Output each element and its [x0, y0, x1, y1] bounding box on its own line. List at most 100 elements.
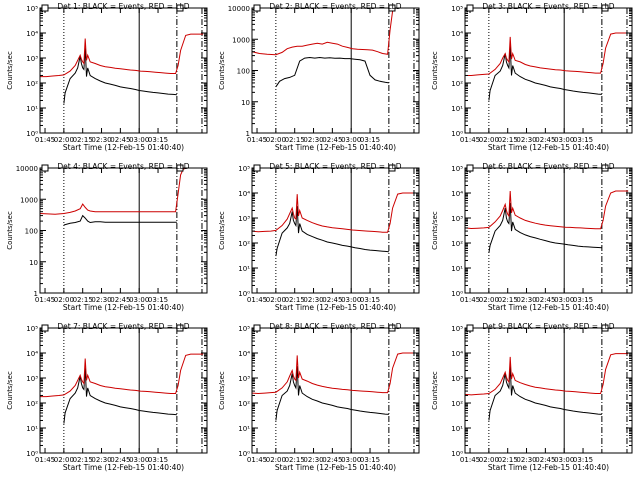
corner-marker-box [601, 164, 609, 172]
x-tick-label: 02:45 [110, 136, 130, 144]
y-tick-label: 10⁴ [26, 30, 38, 38]
corner-marker-box [176, 324, 184, 332]
x-tick-label: 02:15 [285, 296, 305, 304]
y-tick-label: 10⁴ [451, 350, 463, 358]
y-axis-label: Counts/sec [6, 211, 14, 250]
y-tick-label: 10³ [26, 55, 38, 63]
y-tick-label: 10¹ [26, 425, 38, 433]
x-tick-label: 02:45 [322, 136, 342, 144]
y-tick-label: 10² [451, 80, 463, 88]
x-tick-label: 03:15 [360, 296, 380, 304]
plot-frame [464, 167, 633, 294]
panel-title: Det 2: BLACK = Events, RED = LLD [269, 2, 401, 11]
x-tick-label: 02:30 [516, 136, 536, 144]
y-tick-label: 10¹ [451, 425, 463, 433]
panel-title: Det 1: BLACK = Events, RED = LLD [57, 2, 189, 11]
y-tick-label: 10⁵ [26, 325, 38, 333]
detector-panel-4: 1 10 100 1000 10000 01:4502:0002:1502:3002:45… [6, 162, 208, 312]
plot-frame [251, 327, 420, 454]
x-tick-label: 01:45 [247, 296, 267, 304]
corner-marker-box [601, 4, 609, 12]
y-tick-label: 10² [238, 400, 250, 408]
panel-title: Det 5: BLACK = Events, RED = LLD [269, 162, 401, 171]
x-tick-label: 03:15 [573, 296, 593, 304]
y-tick-label: 1 [34, 290, 38, 298]
x-tick-label: 03:15 [148, 136, 168, 144]
lld-series-line [465, 190, 629, 230]
corner-marker-box [601, 324, 609, 332]
lld-series-line [252, 352, 416, 395]
lld-series-line [252, 8, 398, 56]
plot-frame [39, 327, 208, 454]
y-axis-label: Counts/sec [6, 51, 14, 90]
y-tick-label: 10⁵ [451, 5, 463, 13]
y-tick-label: 10³ [451, 215, 463, 223]
x-axis-label: Start Time (12-Feb-15 01:40:40) [275, 303, 396, 312]
x-tick-label: 02:15 [285, 456, 305, 464]
plot-frame [251, 7, 420, 134]
y-tick-label: 10 [29, 259, 38, 267]
x-tick-label: 03:00 [341, 296, 361, 304]
y-tick-label: 10¹ [451, 265, 463, 273]
plot-frame [39, 167, 208, 294]
y-axis-label: Counts/sec [431, 211, 439, 250]
plot-frame [251, 167, 420, 294]
lld-series-line [40, 168, 186, 215]
y-tick-label: 10⁴ [451, 30, 463, 38]
lld-series-line [40, 33, 204, 78]
x-tick-label: 01:45 [35, 296, 55, 304]
x-axis-label: Start Time (12-Feb-15 01:40:40) [63, 463, 184, 472]
y-axis-label: Counts/sec [218, 51, 226, 90]
x-tick-label: 02:00 [54, 136, 74, 144]
x-tick-label: 01:45 [35, 136, 55, 144]
corner-marker-box [176, 4, 184, 12]
x-tick-label: 03:15 [573, 136, 593, 144]
x-tick-label: 02:45 [535, 456, 555, 464]
x-tick-label: 02:00 [479, 136, 499, 144]
x-tick-label: 03:15 [360, 136, 380, 144]
detector-panel-5: 10⁰ 10¹ 10² 10³ 10⁴ 10⁵ 01:4502:0002:1502:3002… [218, 162, 420, 312]
y-tick-label: 10² [451, 400, 463, 408]
detector-panel-9: 10⁰ 10¹ 10² 10³ 10⁴ 10⁵ 01:4502:0002:1502:3002… [431, 322, 633, 472]
y-tick-label: 10⁰ [26, 130, 38, 138]
x-tick-label: 02:45 [110, 296, 130, 304]
corner-marker-box [253, 324, 261, 332]
x-tick-label: 03:00 [554, 296, 574, 304]
y-tick-label: 1000 [20, 196, 38, 204]
y-axis-label: Counts/sec [6, 371, 14, 410]
plot-frame [464, 7, 633, 134]
x-axis-label: Start Time (12-Feb-15 01:40:40) [488, 303, 609, 312]
y-tick-label: 100 [237, 68, 250, 76]
y-tick-label: 10000 [228, 5, 250, 13]
y-tick-label: 10⁰ [451, 450, 463, 458]
panel-title: Det 4: BLACK = Events, RED = LLD [57, 162, 189, 171]
events-series-line [275, 56, 389, 88]
y-tick-label: 1000 [232, 36, 250, 44]
y-tick-label: 10³ [26, 375, 38, 383]
x-tick-label: 02:45 [322, 296, 342, 304]
events-series-line [275, 366, 389, 421]
y-tick-label: 10 [241, 99, 250, 107]
x-tick-label: 02:30 [303, 296, 323, 304]
y-tick-label: 10⁵ [238, 325, 250, 333]
y-tick-label: 10¹ [238, 425, 250, 433]
x-tick-label: 03:00 [129, 296, 149, 304]
panel-title: Det 8: BLACK = Events, RED = LLD [269, 322, 401, 331]
x-tick-label: 02:00 [266, 456, 286, 464]
y-tick-label: 10⁴ [238, 350, 250, 358]
y-tick-label: 10¹ [238, 265, 250, 273]
corner-marker-box [466, 4, 474, 12]
x-tick-label: 03:00 [129, 136, 149, 144]
x-tick-label: 02:45 [535, 296, 555, 304]
corner-marker-box [41, 164, 49, 172]
x-tick-label: 02:00 [266, 136, 286, 144]
x-tick-label: 01:45 [460, 136, 480, 144]
lld-series-line [252, 192, 416, 233]
x-tick-label: 03:00 [341, 136, 361, 144]
x-tick-label: 02:15 [73, 296, 93, 304]
x-tick-label: 03:15 [573, 456, 593, 464]
x-tick-label: 02:15 [73, 456, 93, 464]
x-tick-label: 01:45 [460, 456, 480, 464]
x-tick-label: 03:00 [554, 456, 574, 464]
